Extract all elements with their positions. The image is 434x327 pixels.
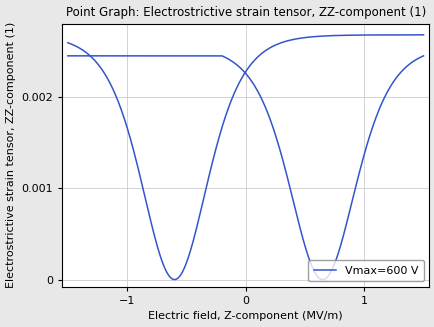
Y-axis label: Electrostrictive strain tensor, ZZ-component (1): Electrostrictive strain tensor, ZZ-compo… — [6, 22, 16, 288]
Legend: Vmax=600 V: Vmax=600 V — [307, 260, 423, 281]
Title: Point Graph: Electrostrictive strain tensor, ZZ-component (1): Point Graph: Electrostrictive strain ten… — [66, 6, 425, 19]
X-axis label: Electric field, Z-component (MV/m): Electric field, Z-component (MV/m) — [148, 311, 342, 321]
